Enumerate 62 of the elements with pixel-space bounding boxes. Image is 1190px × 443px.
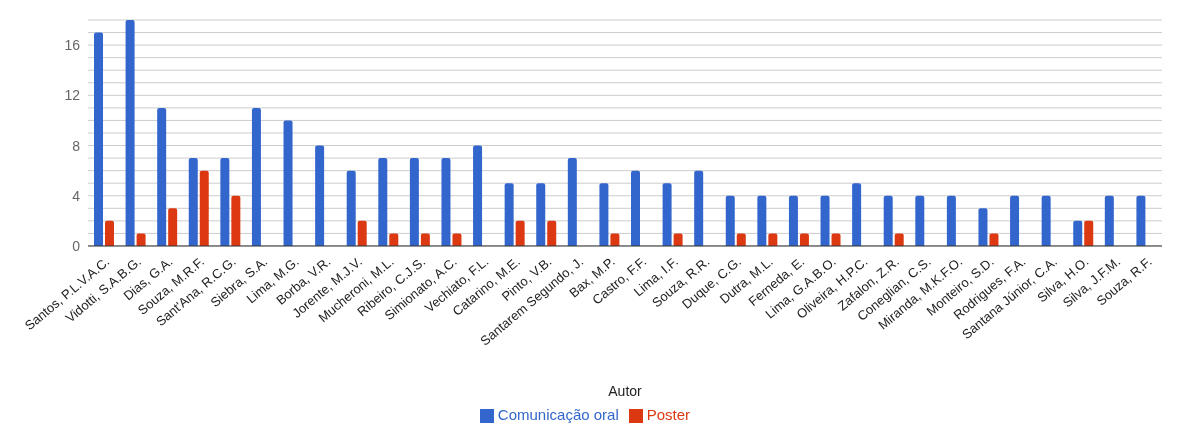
bar: [378, 158, 388, 246]
x-axis-title: Autor: [608, 382, 643, 399]
bar: [894, 233, 904, 246]
bar: [736, 233, 746, 246]
bar: [473, 145, 483, 246]
bar: [357, 220, 367, 246]
bar: [515, 220, 525, 246]
bar: [673, 233, 683, 246]
bar: [168, 208, 178, 246]
y-tick-label: 16: [64, 37, 81, 54]
bar: [725, 195, 735, 246]
y-tick-label: 4: [72, 187, 81, 204]
bar: [389, 233, 399, 246]
bar: [346, 170, 356, 246]
bar: [452, 233, 462, 246]
bar: [409, 158, 419, 246]
bar: [799, 233, 809, 246]
bar: [125, 20, 135, 246]
bar: [105, 220, 114, 246]
bar: [883, 195, 893, 246]
bar: [1041, 195, 1051, 246]
bar: [768, 233, 778, 246]
bar: [852, 183, 862, 246]
bar: [547, 220, 557, 246]
bar: [831, 233, 841, 246]
bar: [599, 183, 609, 246]
y-tick-label: 8: [72, 137, 81, 154]
bar: [157, 107, 167, 246]
bar: [1073, 220, 1083, 246]
bar: [94, 32, 103, 246]
bar: [978, 208, 988, 246]
bar: [251, 107, 261, 246]
bar: [757, 195, 767, 246]
bar: [946, 195, 956, 246]
bar: [220, 158, 230, 246]
bar: [820, 195, 830, 246]
bar: [610, 233, 620, 246]
bar: [1010, 195, 1020, 246]
bar: [1104, 195, 1114, 246]
y-tick-label: 0: [72, 237, 81, 254]
bar: [631, 170, 640, 246]
bar: [788, 195, 798, 246]
legend-label: Poster: [646, 405, 691, 423]
bar: [662, 183, 672, 246]
legend-label: Comunicação oral: [497, 405, 619, 423]
bar: [694, 170, 704, 246]
bar: [1084, 220, 1094, 246]
bar: [536, 183, 546, 246]
bar: [188, 158, 198, 246]
bar: [567, 158, 577, 246]
bar: [283, 120, 293, 246]
bar: [915, 195, 925, 246]
bar: [231, 195, 241, 246]
bar: [504, 183, 514, 246]
bar: [441, 158, 451, 246]
bar: [136, 233, 146, 246]
bar: [199, 170, 209, 246]
y-tick-label: 12: [64, 87, 81, 104]
bar: [420, 233, 430, 246]
bar: [315, 145, 325, 246]
bar: [1136, 195, 1146, 246]
bar: [989, 233, 999, 246]
